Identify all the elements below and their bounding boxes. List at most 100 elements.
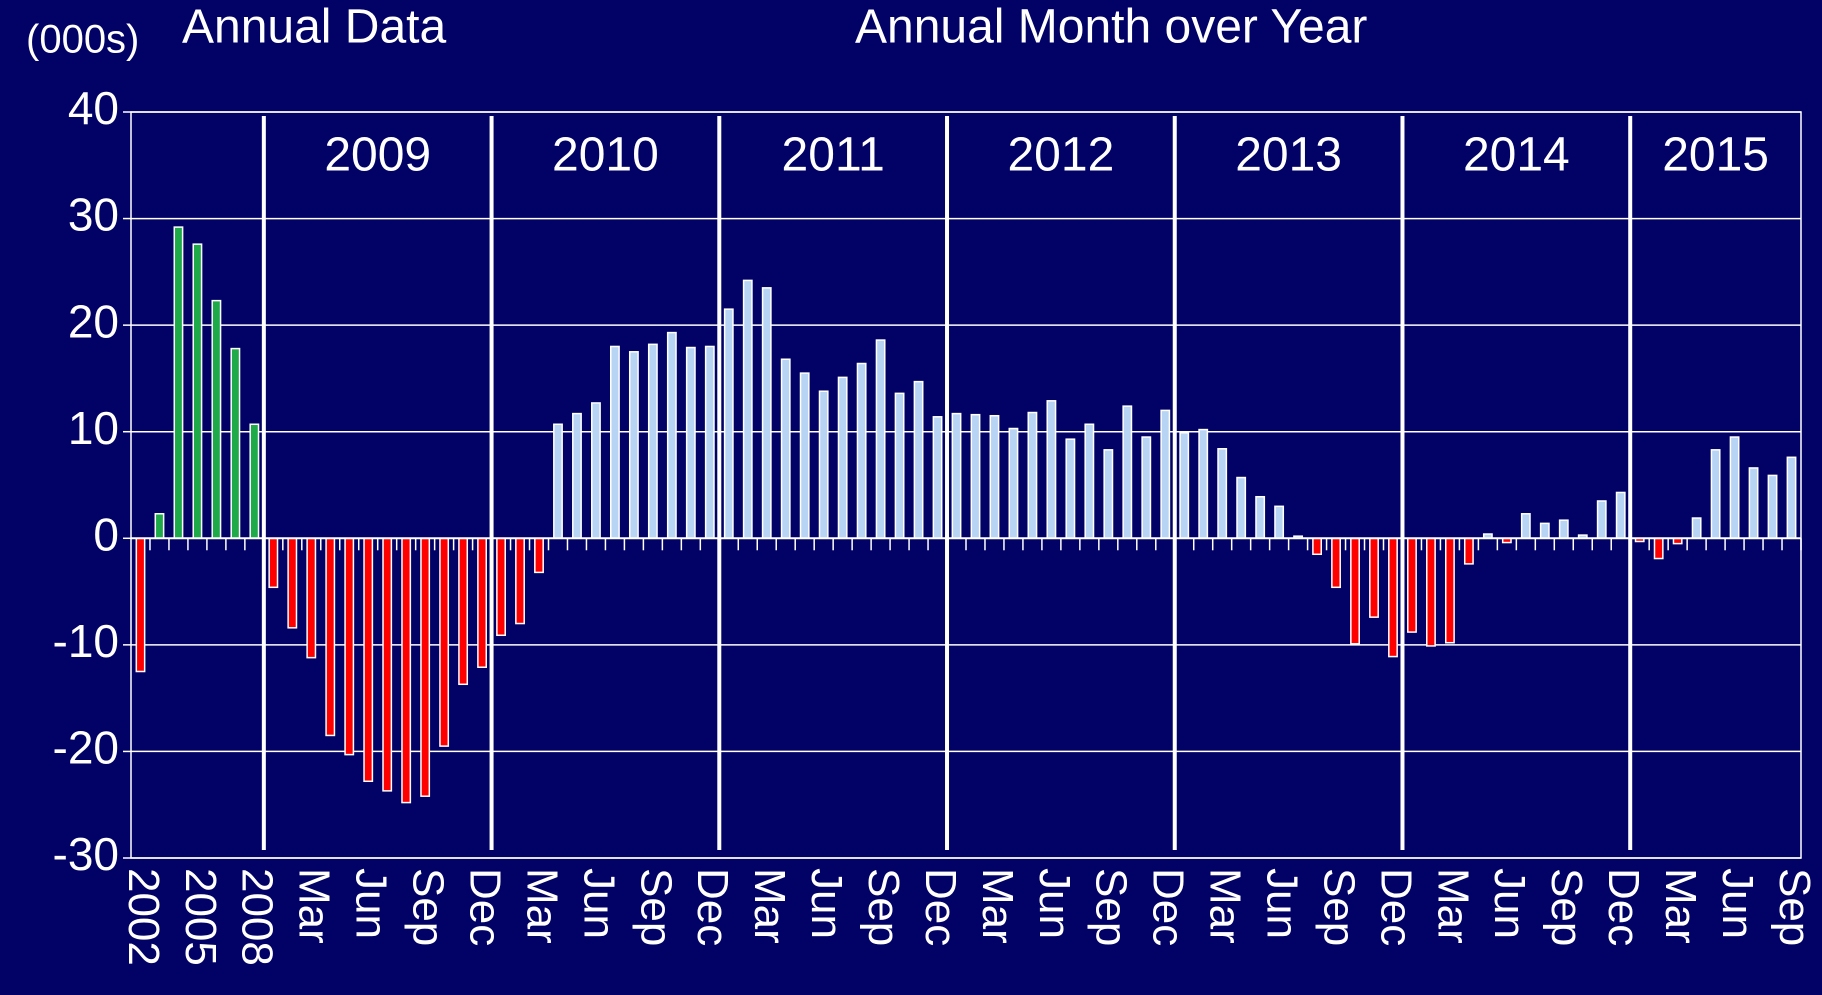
bar [1312, 537, 1323, 556]
x-tick-label: Mar [1428, 868, 1477, 944]
bar [1520, 513, 1531, 540]
x-tick-label: 2002 [119, 868, 168, 966]
x-tick-label: Mar [1201, 868, 1250, 944]
bar [1255, 495, 1266, 540]
bar [1615, 491, 1626, 540]
x-tick-label: Jun [1030, 868, 1079, 939]
x-tick-label: Sep [859, 868, 908, 946]
bar [572, 412, 582, 540]
bar [1539, 522, 1550, 540]
unit-label: (000s) [26, 18, 139, 62]
x-tick-label: Sep [1542, 868, 1591, 946]
bar [230, 347, 241, 540]
x-tick-label: Sep [1087, 868, 1136, 946]
bar [989, 414, 1000, 540]
x-tick-label: Dec [916, 868, 965, 946]
x-tick-label: Dec [1599, 868, 1648, 946]
bar [1274, 505, 1285, 540]
bar [458, 537, 469, 686]
y-tick-label: -30 [53, 828, 119, 880]
y-tick-label: 40 [68, 82, 119, 134]
year-label: 2013 [1235, 129, 1342, 182]
x-tick-label: Mar [973, 868, 1022, 944]
bar [970, 413, 981, 540]
x-tick-label: 2008 [233, 868, 282, 966]
bar [780, 358, 791, 540]
bar [325, 537, 336, 737]
x-tick-label: Mar [745, 868, 794, 944]
bar [742, 279, 753, 540]
x-tick-label: Sep [1314, 868, 1363, 946]
bar [420, 537, 431, 797]
bar [1786, 456, 1797, 540]
bar [1444, 537, 1455, 644]
bar [1122, 405, 1133, 540]
bar [249, 423, 260, 540]
bar [609, 345, 620, 540]
bar [894, 392, 905, 540]
y-tick-label: 20 [68, 295, 119, 347]
bar [1558, 519, 1569, 540]
y-tick-label: 0 [93, 508, 119, 560]
bar [553, 423, 563, 540]
bar [1103, 449, 1114, 540]
bar [439, 537, 450, 747]
bar [1426, 537, 1436, 647]
bar [1729, 436, 1740, 540]
bar [344, 537, 355, 756]
bar [1596, 500, 1607, 540]
x-tick-label: Dec [1144, 868, 1193, 946]
bar [1084, 423, 1095, 540]
bar [287, 537, 298, 629]
x-tick-label: Jun [1713, 868, 1762, 939]
bar [1691, 517, 1702, 540]
bar [704, 345, 715, 540]
bar [1767, 474, 1778, 540]
x-tick-label: Dec [460, 868, 509, 946]
bar [1407, 537, 1417, 633]
bar [591, 402, 601, 540]
x-tick-label: Jun [1258, 868, 1307, 939]
series-title: Annual Data [182, 1, 446, 54]
bar [1388, 537, 1398, 658]
bar [1160, 409, 1171, 540]
year-label: 2014 [1463, 129, 1570, 182]
bar [1008, 427, 1019, 540]
x-tick-label: Dec [688, 868, 737, 946]
bar [666, 331, 677, 540]
bar [477, 537, 488, 668]
x-tick-label: Mar [290, 868, 339, 944]
series-title: Annual Month over Year [855, 1, 1367, 54]
bar [363, 537, 374, 783]
bar [1463, 537, 1474, 565]
bar [818, 390, 829, 540]
x-tick-label: Sep [631, 868, 680, 946]
bar [173, 226, 184, 540]
bar [856, 362, 867, 540]
bar [496, 537, 506, 637]
year-label: 2011 [782, 129, 885, 182]
bar [1369, 537, 1379, 618]
bar [761, 287, 772, 540]
bar [534, 537, 544, 574]
bar [154, 513, 165, 540]
x-tick-label: Jun [574, 868, 623, 939]
bar [211, 299, 222, 540]
x-tick-label: Mar [517, 868, 566, 944]
bar [913, 380, 924, 540]
bar [1046, 400, 1057, 540]
bar [1710, 449, 1721, 540]
bar [628, 351, 639, 540]
x-tick-label: Mar [1656, 868, 1705, 944]
year-label: 2009 [324, 129, 431, 182]
bar [192, 243, 203, 540]
bar [875, 339, 886, 540]
y-tick-label: -10 [53, 615, 119, 667]
bar [1179, 432, 1190, 540]
x-tick-label: Dec [1371, 868, 1420, 946]
x-tick-label: 2005 [176, 868, 225, 966]
bar [1748, 467, 1759, 540]
bar [1065, 438, 1076, 540]
